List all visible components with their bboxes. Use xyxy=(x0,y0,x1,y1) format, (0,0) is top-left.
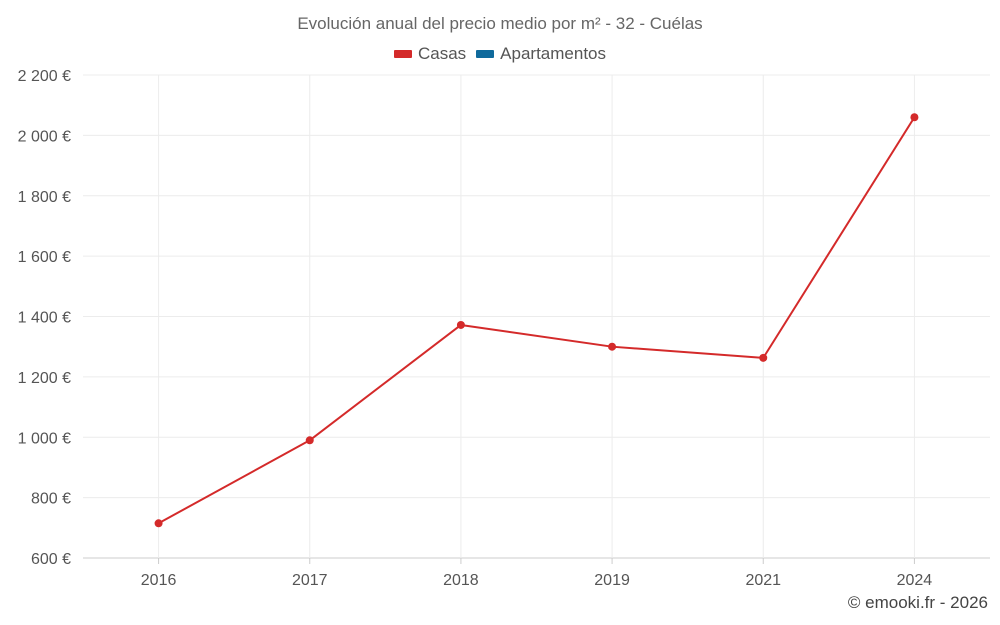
y-tick-label: 1 400 € xyxy=(18,310,71,327)
legend: Casas Apartamentos xyxy=(0,44,1000,64)
data-point-casas-2017 xyxy=(305,436,314,445)
x-tick-label: 2019 xyxy=(594,572,630,589)
data-point-casas-2024 xyxy=(910,113,919,122)
chart-title: Evolución anual del precio medio por m² … xyxy=(297,14,703,33)
data-point-casas-2018 xyxy=(456,320,465,329)
y-tick-label: 1 000 € xyxy=(18,430,71,447)
x-tick-label: 2016 xyxy=(141,572,177,589)
y-tick-label: 2 200 € xyxy=(18,68,71,85)
x-tick-label: 2021 xyxy=(745,572,781,589)
y-tick-label: 2 000 € xyxy=(18,128,71,145)
y-tick-label: 600 € xyxy=(31,551,71,568)
legend-label-casas: Casas xyxy=(417,44,467,63)
legend-item-casas[interactable]: Casas xyxy=(393,44,467,64)
x-tick-label: 2017 xyxy=(292,572,328,589)
legend-label-apartamentos: Apartamentos xyxy=(500,44,607,63)
data-point-casas-2021 xyxy=(759,353,768,362)
legend-item-apartamentos[interactable]: Apartamentos xyxy=(476,44,606,64)
y-tick-label: 1 200 € xyxy=(18,370,71,387)
y-tick-label: 1 600 € xyxy=(18,249,71,266)
y-tick-label: 800 € xyxy=(31,491,71,508)
x-tick-label: 2024 xyxy=(897,572,933,589)
y-tick-label: 1 800 € xyxy=(18,189,71,206)
legend-swatch-apartamentos xyxy=(476,50,495,58)
x-tick-label: 2018 xyxy=(443,572,479,589)
series-line-casas xyxy=(158,116,916,525)
credit-text: © emooki.fr - 2026 xyxy=(847,593,988,612)
legend-swatch-casas xyxy=(393,50,412,58)
data-point-casas-2016 xyxy=(154,519,163,528)
data-point-casas-2019 xyxy=(608,342,617,351)
